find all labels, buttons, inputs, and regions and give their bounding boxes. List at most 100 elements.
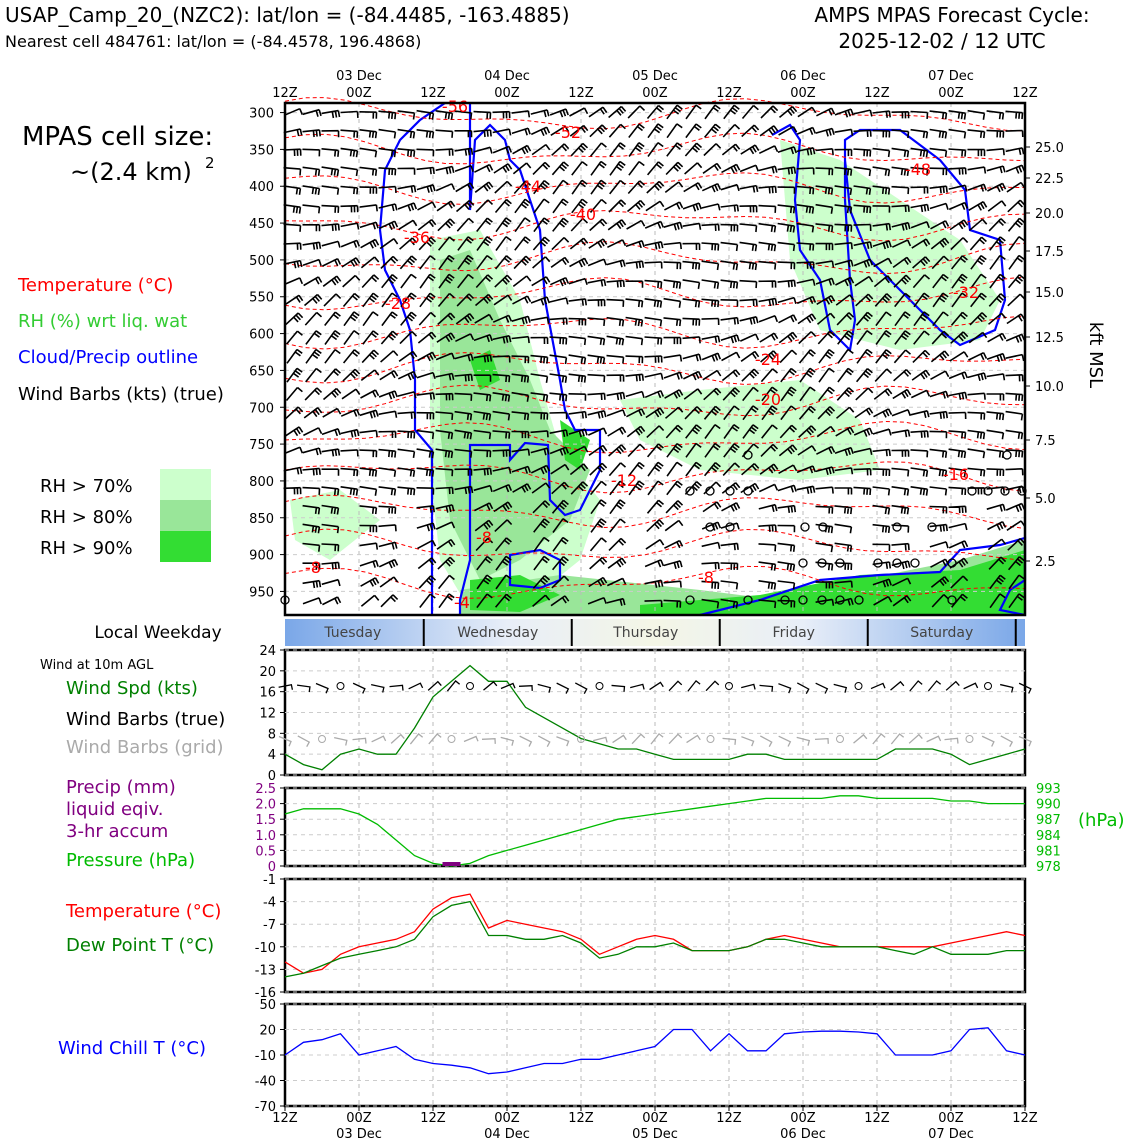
wind-barb bbox=[872, 523, 891, 533]
wind-barb bbox=[949, 557, 969, 569]
wind-barb bbox=[836, 312, 855, 326]
wind-barb bbox=[1008, 593, 1025, 609]
wind-barb bbox=[644, 355, 663, 363]
wind-barb bbox=[435, 183, 456, 192]
wind-barb bbox=[588, 444, 608, 456]
weekday-gradient bbox=[285, 619, 1025, 646]
wind-barb bbox=[609, 518, 626, 533]
wind-barb bbox=[283, 148, 302, 157]
wind-barb bbox=[720, 562, 739, 570]
wind-barb bbox=[815, 167, 834, 176]
top-hour-tick-label: 00Z bbox=[494, 86, 520, 101]
wind-barb bbox=[334, 736, 348, 746]
pressure-tick-label: 800 bbox=[249, 475, 274, 490]
wind-barb bbox=[511, 315, 531, 325]
wind-barb bbox=[685, 442, 702, 458]
wind-barb bbox=[873, 595, 893, 606]
wind-barbs-grid-label: Wind Barbs (grid) bbox=[66, 737, 224, 758]
wind-barb bbox=[378, 410, 398, 418]
wind-barb bbox=[570, 218, 589, 232]
wind-barb bbox=[798, 349, 816, 364]
wind-barb bbox=[682, 336, 701, 344]
wind-barb bbox=[1005, 449, 1024, 458]
wind-barb bbox=[872, 578, 892, 588]
wind-barb bbox=[455, 333, 475, 343]
wind-barb bbox=[892, 388, 912, 400]
wind-barb bbox=[853, 468, 872, 476]
wind-barb bbox=[720, 299, 739, 307]
wind-barb bbox=[397, 448, 416, 459]
wind-barb bbox=[571, 161, 588, 176]
wind-barb bbox=[777, 186, 796, 194]
wind-panel-title: Wind at 10m AGL bbox=[40, 658, 154, 673]
wind-barb bbox=[930, 237, 950, 250]
wind-barb bbox=[378, 486, 397, 496]
wind-barb bbox=[417, 557, 437, 570]
wind-barb bbox=[608, 105, 627, 119]
wind-barb bbox=[760, 350, 779, 363]
wind-barb bbox=[989, 593, 1006, 609]
wind-barb bbox=[872, 185, 891, 195]
wind-barb bbox=[891, 524, 910, 533]
wind-barb bbox=[929, 523, 948, 532]
wind-barb bbox=[492, 110, 511, 119]
wind-barb bbox=[587, 596, 607, 605]
wind-barb bbox=[283, 259, 303, 269]
wind-barb bbox=[437, 292, 455, 308]
windchill-panel-label: Wind Chill T (°C) bbox=[58, 1038, 206, 1059]
wind-barb bbox=[701, 335, 721, 344]
wind-barb bbox=[913, 311, 930, 327]
wind-barb bbox=[686, 734, 701, 744]
wind-barb bbox=[513, 255, 532, 270]
wind-barb bbox=[588, 238, 608, 249]
wind-barb bbox=[589, 462, 608, 476]
wind-barb bbox=[722, 737, 737, 745]
calm-wind-marker bbox=[336, 682, 345, 690]
wind-barb bbox=[549, 317, 568, 325]
rh80-swatch bbox=[160, 500, 211, 531]
wind-barb bbox=[532, 161, 551, 175]
wind-barb bbox=[359, 524, 378, 533]
wind-barb bbox=[302, 148, 321, 157]
wind-barb bbox=[720, 522, 740, 530]
wind-barb bbox=[606, 374, 625, 382]
wind-barb bbox=[986, 429, 1005, 440]
wind-barb bbox=[665, 500, 684, 514]
wind-barb bbox=[872, 428, 892, 436]
wind-barb bbox=[397, 184, 417, 193]
wind-barb bbox=[815, 523, 834, 534]
wind-barb bbox=[817, 330, 836, 345]
wind-barb bbox=[625, 260, 645, 269]
calm-wind-marker bbox=[854, 595, 864, 605]
calm-wind-marker bbox=[798, 595, 808, 605]
wind-barb bbox=[968, 331, 988, 344]
pressure-tick-label: 650 bbox=[249, 364, 274, 379]
wind-barb bbox=[359, 186, 378, 194]
wind-barb bbox=[950, 311, 968, 326]
wind-barb bbox=[435, 486, 454, 495]
wind-barb bbox=[511, 448, 531, 456]
wind-barb bbox=[644, 559, 665, 568]
wind-barb bbox=[647, 123, 664, 139]
calm-wind-marker bbox=[800, 522, 810, 532]
wind-barb bbox=[530, 373, 549, 383]
wind-barb bbox=[967, 109, 986, 120]
calm-wind-marker bbox=[984, 682, 992, 690]
legend-temperature: Temperature (°C) bbox=[17, 275, 173, 296]
wind-barb bbox=[390, 733, 405, 744]
wind-barb bbox=[663, 371, 683, 380]
wind-barb bbox=[381, 292, 398, 308]
wind-barb bbox=[323, 293, 342, 307]
wind-barb bbox=[780, 367, 797, 383]
wind-barb bbox=[419, 255, 436, 270]
wind-barb bbox=[1005, 502, 1026, 513]
wind-barb bbox=[435, 504, 455, 513]
wind-barb bbox=[321, 468, 340, 476]
wind-barb bbox=[910, 147, 929, 158]
wind-barb bbox=[873, 257, 893, 268]
wind-barb bbox=[362, 292, 379, 308]
wind-barb bbox=[665, 424, 684, 439]
wind-barb bbox=[834, 128, 854, 136]
cell-size-exponent: 2 bbox=[205, 154, 215, 172]
